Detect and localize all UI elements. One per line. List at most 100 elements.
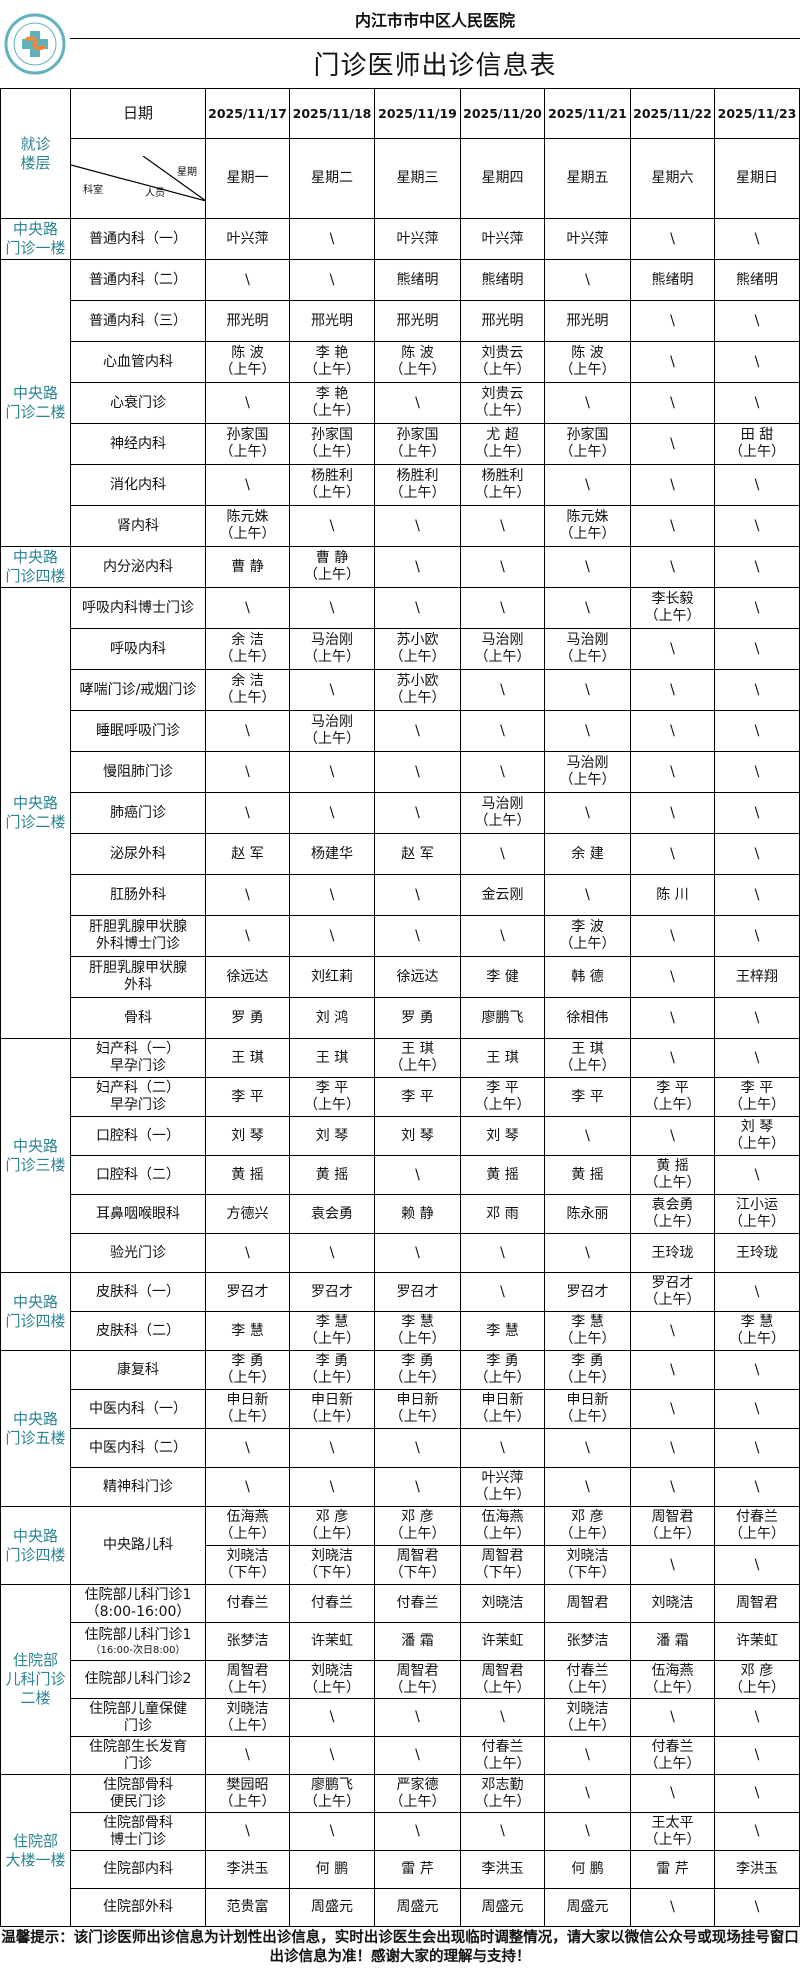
department-name: 精神科门诊 bbox=[70, 1467, 206, 1507]
diag-label-staff: 人员 bbox=[145, 188, 165, 199]
no-clinic-cell: \ bbox=[714, 833, 800, 875]
no-clinic-cell: \ bbox=[714, 628, 800, 670]
no-clinic-cell: \ bbox=[205, 710, 290, 752]
doctor-cell: 周智君 （上午） bbox=[374, 1660, 461, 1699]
no-clinic-cell: \ bbox=[374, 1467, 461, 1507]
doctor-cell: 赖 静 bbox=[374, 1194, 461, 1234]
doctor-cell: 樊园昭 （上午） bbox=[205, 1774, 290, 1813]
no-clinic-cell: \ bbox=[374, 710, 461, 752]
no-clinic-cell: \ bbox=[544, 1774, 631, 1813]
table-row: 肛肠外科 \ \ \ 金云刚 \ 陈 川 \ bbox=[1, 874, 800, 916]
department-label: 肝胆乳腺甲状腺 外科 bbox=[89, 960, 187, 993]
no-clinic-cell: \ bbox=[544, 1467, 631, 1507]
department-name: 住院部儿科门诊2 bbox=[70, 1660, 206, 1699]
doctor-cell: 李 慧 bbox=[205, 1311, 290, 1351]
doctor-cell: 刘晓洁 bbox=[460, 1584, 545, 1623]
doctor-cell: 付春兰 （上午） bbox=[714, 1506, 800, 1546]
table-row: 耳鼻咽喉眼科 方德兴 袁会勇赖 静邓 雨陈永丽 袁会勇 （上午） 江小运 （上午） bbox=[1, 1194, 800, 1234]
date-label: 日期 bbox=[70, 88, 206, 139]
doctor-cell-afternoon: 刘晓洁 （下午） bbox=[205, 1545, 290, 1585]
department-name: 呼吸内科博士门诊 bbox=[70, 587, 206, 629]
department-label: 耳鼻咽喉眼科 bbox=[96, 1205, 180, 1222]
no-clinic-cell: \ bbox=[714, 1774, 800, 1813]
doctor-cell: 王 琪 bbox=[460, 1038, 545, 1078]
doctor-cell: 刘 琴 bbox=[205, 1116, 290, 1156]
no-clinic-cell: \ bbox=[714, 464, 800, 506]
doctor-cell: 李 艳 （上午） bbox=[289, 382, 375, 424]
department-label: 精神科门诊 bbox=[103, 1478, 173, 1495]
no-clinic-cell: \ bbox=[289, 218, 375, 260]
table-row: 住院部儿科门诊2 周智君 （上午） 刘晓洁 （上午） 周智君 （上午） 周智君 （上午）… bbox=[1, 1660, 800, 1699]
doctor-cell: 李 勇 （上午） bbox=[374, 1350, 461, 1390]
department-name: 住院部外科 bbox=[70, 1888, 206, 1927]
date-header: 2025/11/19 bbox=[374, 88, 461, 139]
doctor-cell: 张梦洁 bbox=[205, 1622, 290, 1661]
no-clinic-cell: \ bbox=[630, 218, 715, 260]
doctor-cell: 黄 摇 bbox=[205, 1155, 290, 1195]
department-name: 口腔科（一） bbox=[70, 1116, 206, 1156]
doctor-cell: 周盛元 bbox=[460, 1888, 545, 1927]
no-clinic-cell: \ bbox=[714, 218, 800, 260]
doctor-cell: 王 琪 （上午） bbox=[544, 1038, 631, 1078]
department-label: 骨科 bbox=[124, 1009, 152, 1026]
no-clinic-cell: \ bbox=[289, 1812, 375, 1851]
doctor-cell: 申日新 （上午） bbox=[374, 1389, 461, 1429]
department-label: 内分泌内科 bbox=[103, 558, 173, 575]
no-clinic-cell: \ bbox=[374, 1155, 461, 1195]
no-clinic-cell: \ bbox=[544, 1233, 631, 1273]
department-label: 肾内科 bbox=[117, 517, 159, 534]
doctor-cell-afternoon: 周智君 （下午） bbox=[460, 1545, 545, 1585]
doctor-cell: 李 慧 （上午） bbox=[289, 1311, 375, 1351]
weekday-header: 星期一 bbox=[205, 138, 290, 219]
weekday-header: 星期四 bbox=[460, 138, 545, 219]
table-row: 中央路 门诊四楼 中央路儿科 伍海燕 （上午）邓 彦 （上午）邓 彦 （上午） 伍海燕… bbox=[0, 1506, 800, 1585]
floor-label: 住院部 大楼一楼 bbox=[0, 1774, 71, 1927]
no-clinic-cell: \ bbox=[460, 1812, 545, 1851]
doctor-cell: 孙家国 （上午） bbox=[544, 423, 631, 465]
department-name: 验光门诊 bbox=[70, 1233, 206, 1273]
no-clinic-cell: \ bbox=[630, 341, 715, 383]
diagonal-header-cell: 星期 人员 科室 bbox=[70, 138, 206, 219]
no-clinic-cell: \ bbox=[544, 874, 631, 916]
department-label: 住院部骨科 便民门诊 bbox=[103, 1776, 173, 1810]
doctor-cell: 黄 摇 bbox=[460, 1155, 545, 1195]
department-name: 妇产科（二） 早孕门诊 bbox=[70, 1077, 206, 1117]
doctor-cell: 罗召才 （上午） bbox=[630, 1272, 715, 1312]
no-clinic-cell: \ bbox=[714, 587, 800, 629]
no-clinic-cell: \ bbox=[714, 505, 800, 547]
doctor-cell: 邢光明 bbox=[289, 300, 375, 342]
no-clinic-cell: \ bbox=[630, 464, 715, 506]
no-clinic-cell: \ bbox=[374, 792, 461, 834]
table-row: 心血管内科陈 波 （上午）李 艳 （上午）陈 波 （上午） 刘贵云 （上午）陈 波… bbox=[1, 341, 800, 383]
no-clinic-cell: \ bbox=[289, 751, 375, 793]
no-clinic-cell: \ bbox=[714, 1888, 800, 1927]
no-clinic-cell: \ bbox=[714, 1545, 800, 1585]
doctor-cell: 金云刚 bbox=[460, 874, 545, 916]
department-name: 肾内科 bbox=[70, 505, 206, 547]
weekday-header: 星期六 bbox=[630, 138, 715, 219]
department-name: 慢阻肺门诊 bbox=[70, 751, 206, 793]
no-clinic-cell: \ bbox=[630, 915, 715, 957]
no-clinic-cell: \ bbox=[714, 1812, 800, 1851]
doctor-cell: 周盛元 bbox=[544, 1888, 631, 1927]
no-clinic-cell: \ bbox=[205, 915, 290, 957]
no-clinic-cell: \ bbox=[630, 300, 715, 342]
doctor-cell: 马治刚 （上午） bbox=[460, 792, 545, 834]
doctor-cell: 曹 静 bbox=[205, 546, 290, 588]
table-row: 验光门诊 \ \ \ \ \ 王玲珑 王玲珑 bbox=[1, 1233, 800, 1273]
no-clinic-cell: \ bbox=[544, 1812, 631, 1851]
doctor-cell: 陈永丽 bbox=[544, 1194, 631, 1234]
no-clinic-cell: \ bbox=[374, 382, 461, 424]
no-clinic-cell: \ bbox=[544, 1116, 631, 1156]
diagonal-lines bbox=[71, 156, 206, 201]
doctor-cell: 赵 军 bbox=[205, 833, 290, 875]
no-clinic-cell: \ bbox=[630, 710, 715, 752]
department-label: 住院部骨科 博士门诊 bbox=[103, 1814, 173, 1848]
no-clinic-cell: \ bbox=[460, 1698, 545, 1737]
department-name: 呼吸内科 bbox=[70, 628, 206, 670]
no-clinic-cell: \ bbox=[460, 669, 545, 711]
doctor-cell: 邓 彦 （上午） bbox=[714, 1660, 800, 1699]
doctor-cell: 江小运 （上午） bbox=[714, 1194, 800, 1234]
no-clinic-cell: \ bbox=[630, 423, 715, 465]
department-label: 皮肤科（二） bbox=[96, 1322, 180, 1339]
